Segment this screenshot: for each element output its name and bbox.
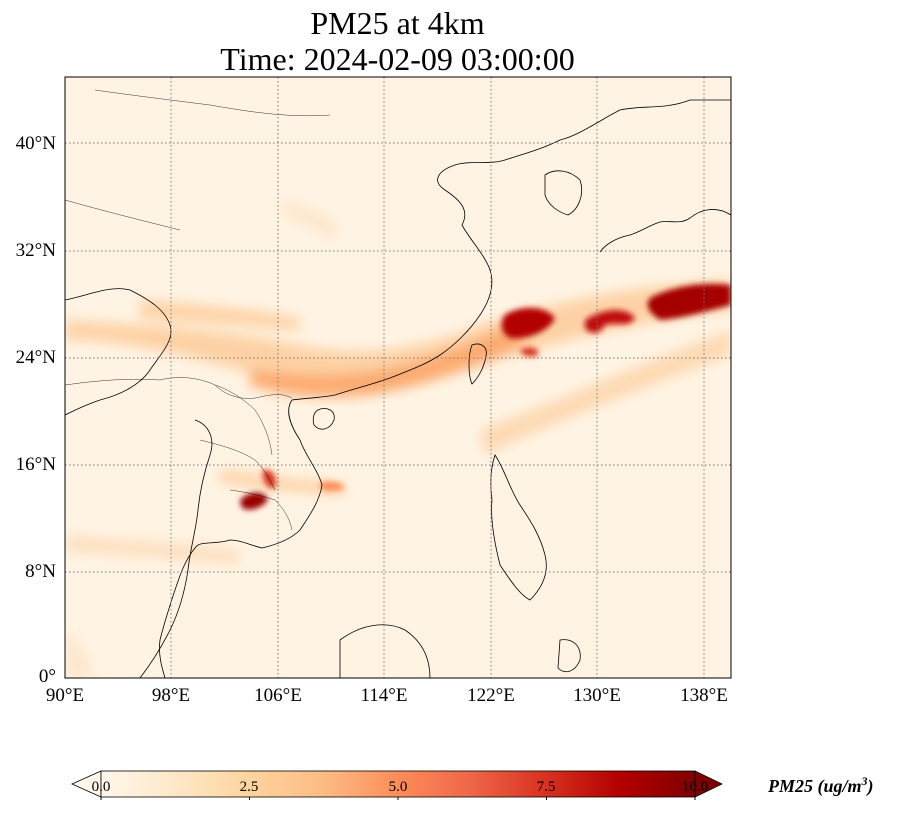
lon-tick-98e: 98°E [151, 685, 191, 706]
colorbar-gradient [101, 771, 695, 797]
colorbar [71, 770, 723, 800]
pm25-field [65, 200, 731, 678]
pm25-hotspots [240, 283, 731, 510]
lat-tick-8n: 8°N [25, 561, 56, 582]
lat-tick-16n: 16°N [15, 454, 56, 475]
colorbar-tick-label: 0.0 [91, 779, 111, 795]
map-timestamp: Time: 2024-02-09 03:00:00 [220, 41, 575, 77]
lat-tick-40n: 40°N [15, 133, 56, 154]
lon-tick-106e: 106°E [254, 685, 302, 706]
country-borders [65, 89, 331, 531]
lat-tick-0: 0° [38, 666, 56, 687]
lat-tick-24n: 24°N [15, 347, 56, 368]
coastlines [65, 99, 731, 678]
colorbar-title-text: PM25 (ug/m [768, 776, 862, 796]
lon-tick-122e: 122°E [467, 685, 515, 706]
colorbar-tick-label: 2.5 [239, 779, 259, 795]
plot-frame [64, 76, 732, 679]
colorbar-tick-label: 10.0 [681, 779, 709, 795]
lon-tick-138e: 138°E [680, 685, 728, 706]
colorbar-title: PM25 (ug/m3) [768, 774, 874, 797]
map-title: PM25 at 4km [310, 5, 485, 41]
colorbar-tick-label: 7.5 [536, 779, 556, 795]
lon-tick-114e: 114°E [360, 685, 408, 706]
lon-tick-130e: 130°E [573, 685, 621, 706]
lon-tick-90e: 90°E [45, 685, 85, 706]
graticule [65, 77, 731, 678]
colorbar-title-end: ) [867, 776, 874, 796]
colorbar-title-superscript: 3 [861, 774, 868, 788]
lat-tick-32n: 32°N [15, 240, 56, 261]
colorbar-tick-label: 5.0 [388, 779, 408, 795]
